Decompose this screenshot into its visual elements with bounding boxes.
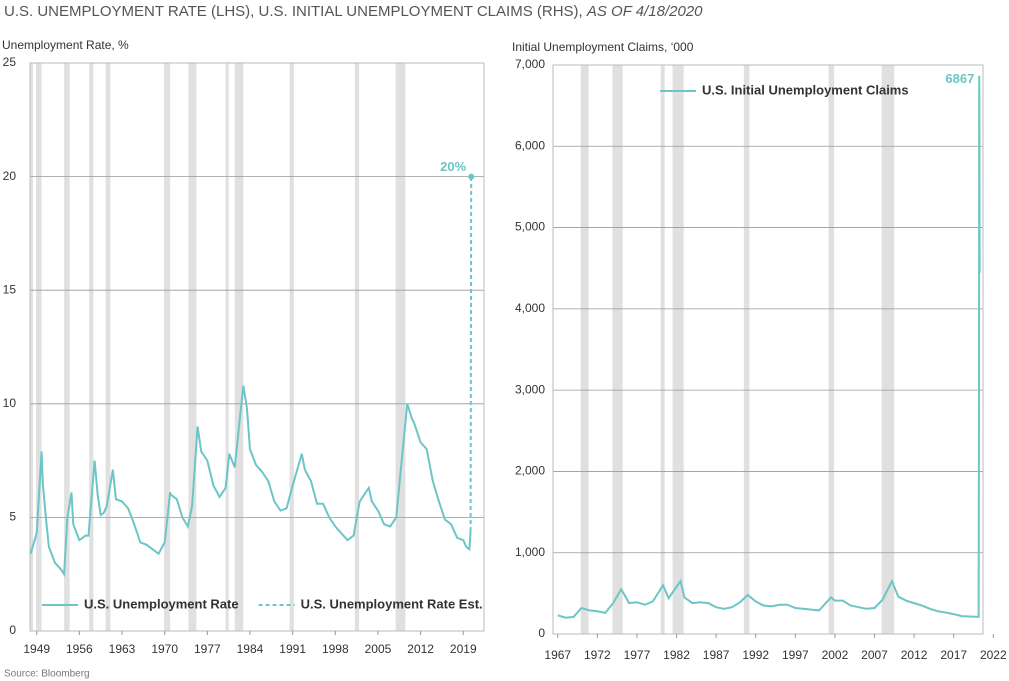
x-tick-label: 1997 [782, 648, 809, 662]
title-date: AS OF 4/18/2020 [586, 3, 703, 20]
title: U.S. UNEMPLOYMENT RATE (LHS), U.S. INITI… [4, 3, 703, 20]
recession-band [612, 65, 623, 634]
y-tick-label: 15 [3, 282, 17, 296]
x-tick-label: 2005 [365, 642, 392, 656]
recession-band [354, 63, 360, 631]
recession-band [289, 63, 294, 631]
series-line [469, 176, 473, 532]
y-tick-label: 0 [9, 623, 16, 637]
x-tick-label: 1977 [624, 648, 651, 662]
recession-band [743, 65, 750, 634]
x-tick-label: 1972 [584, 648, 611, 662]
x-tick-label: 1991 [279, 642, 306, 656]
y-tick-label: 20 [3, 169, 17, 183]
x-tick-label: 1963 [109, 642, 136, 656]
recession-band [225, 63, 229, 631]
x-tick-label: 2019 [450, 642, 477, 656]
y-tick-label: 4,000 [515, 301, 545, 315]
x-tick-label: 2002 [822, 648, 849, 662]
annotation-label: 20% [440, 159, 466, 174]
source: Source: Bloomberg [4, 669, 90, 680]
x-tick-label: 2012 [901, 648, 928, 662]
y-tick-label: 7,000 [515, 57, 545, 71]
x-tick-label: 2022 [980, 648, 1007, 662]
annotation-label: 6867 [945, 71, 974, 86]
x-tick-label: 2012 [407, 642, 434, 656]
x-tick-label: 1984 [237, 642, 264, 656]
y-tick-label: 5,000 [515, 220, 545, 234]
y-tick-label: 25 [3, 55, 17, 69]
x-tick-label: 1949 [23, 642, 50, 656]
recession-band [30, 63, 34, 631]
y-tick-label: 0 [538, 626, 545, 640]
y-tick-label: 2,000 [515, 464, 545, 478]
recession-band [64, 63, 70, 631]
recession-band [828, 65, 835, 634]
y-tick-label: 6,000 [515, 138, 545, 152]
y-tick-label: 1,000 [515, 545, 545, 559]
plot-frame [29, 62, 485, 632]
recession-band [580, 65, 589, 634]
y-tick-label: 10 [3, 396, 17, 410]
recession-band [672, 65, 684, 634]
recession-band [881, 65, 895, 634]
recession-band [89, 63, 94, 631]
series-line [30, 385, 472, 578]
x-tick-label: 1998 [322, 642, 349, 656]
x-tick-label: 1970 [151, 642, 178, 656]
recession-band [660, 65, 665, 634]
x-tick-label: 1956 [66, 642, 93, 656]
x-tick-label: 1982 [663, 648, 690, 662]
legend-label: U.S. Unemployment Rate [84, 596, 239, 611]
title-main: U.S. UNEMPLOYMENT RATE (LHS), U.S. INITI… [4, 3, 587, 20]
x-tick-label: 1987 [703, 648, 730, 662]
legend-label: U.S. Unemployment Rate Est. [301, 596, 483, 611]
x-tick-label: 1992 [742, 648, 769, 662]
x-tick-label: 1977 [194, 642, 221, 656]
recession-band [188, 63, 197, 631]
x-tick-label: 2017 [940, 648, 967, 662]
recession-band [234, 63, 244, 631]
y-axis-title: Initial Unemployment Claims, ‘000 [512, 40, 694, 54]
annotation-marker [468, 173, 475, 180]
y-axis-title: Unemployment Rate, % [2, 38, 129, 52]
legend-label: U.S. Initial Unemployment Claims [702, 82, 909, 97]
y-tick-label: 5 [9, 510, 16, 524]
recession-band [164, 63, 171, 631]
recession-band [105, 63, 111, 631]
series-line [557, 75, 981, 619]
recession-band [36, 63, 42, 631]
plot-frame [552, 64, 984, 635]
x-tick-label: 1967 [544, 648, 571, 662]
y-tick-label: 3,000 [515, 382, 545, 396]
x-tick-label: 2007 [861, 648, 888, 662]
recession-band [395, 63, 406, 631]
